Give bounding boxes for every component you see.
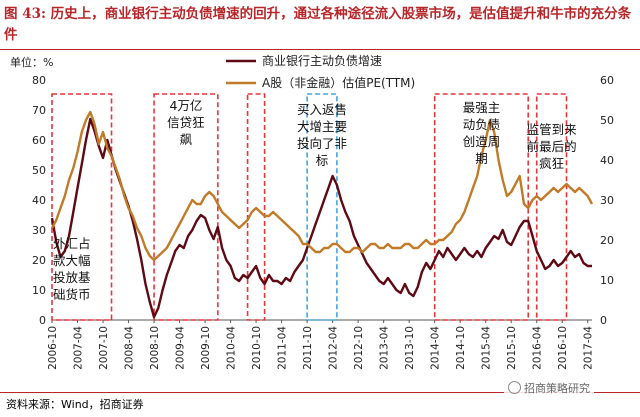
annotation-box [153,93,219,321]
annotation-label-line: 大增主要 [297,119,347,134]
annotation-label-line: 4万亿 [169,98,202,113]
unit-label: 单位：% [10,55,53,69]
x-tick-label: 2016-04 [532,326,544,370]
annotation-label-line: 疯狂 [539,156,564,171]
y-left-tick-label: 50 [32,164,46,177]
annotation-label-line: 飙 [180,132,193,147]
annotation-label-line: 最强主 [463,100,501,115]
x-tick-label: 2006-10 [47,326,59,370]
legend: 商业银行主动负债增速 A股（非金融）估值PE(TTM) [226,53,415,90]
annotation-label-line: 投向了非 [297,136,347,151]
series-line [50,110,594,262]
x-tick-label: 2013-10 [404,326,416,370]
y-left-tick-label: 20 [32,254,46,267]
annotation-label-line: 期 [475,151,488,166]
y-right-tick-label: 10 [600,274,614,287]
y-left-tick-label: 80 [32,74,46,87]
x-tick-label: 2012-10 [353,326,365,370]
title-divider [0,49,640,50]
annotation-label-line: 创造周 [463,134,501,149]
footer-divider [0,392,640,393]
annotation-label-line: 外汇占 [53,236,91,251]
series-layer [50,110,594,319]
annotation-label: 4万亿信贷狂飙 [167,98,205,147]
x-tick-label: 2007-10 [98,326,110,370]
source-note: 资料来源：Wind，招商证券 [6,398,144,411]
y-left-tick-label: 0 [39,314,46,327]
y-left-tick-label: 30 [32,224,46,237]
annotation-boxes-layer [51,93,568,321]
y-left-tick-label: 60 [32,134,46,147]
y-left-tick-label: 70 [32,104,46,117]
y-right-tick-label: 20 [600,234,614,247]
legend-label: A股（非金融）估值PE(TTM) [262,75,415,90]
y-right-tick-label: 40 [600,154,614,167]
annotation-label-line: 监管到来 [527,122,578,137]
annotation-labels-layer: 外汇占款大幅投放基础货币 4万亿信贷狂飙 买入返售大增主要投向了非标 最强主动负债创造… [53,98,577,302]
x-tick-label: 2017-04 [583,326,595,370]
x-tick-label: 2016-10 [557,326,569,370]
dual-axis-line-chart: 0 10 20 30 40 50 60 70 80 0 10 20 30 40 50 60 2006-10 200… [10,53,614,370]
x-tick-label: 2007-04 [73,326,85,370]
annotation-label-line: 标 [316,153,329,168]
annotation-label-line: 础货币 [53,287,91,302]
legend-label: 商业银行主动负债增速 [262,53,382,68]
y-right-tick-label: 50 [600,114,614,127]
y-right-tick-label: 0 [600,314,607,327]
x-tick-label: 2015-04 [481,326,493,370]
x-tick-label: 2008-04 [124,326,136,370]
watermark-text: 招商策略研究 [524,382,590,395]
x-tick-label: 2009-04 [175,326,187,370]
axes-layer: 0 10 20 30 40 50 60 70 80 0 10 20 30 40 50 60 2006-10 200… [10,55,614,370]
y-right-tick-label: 60 [600,74,614,87]
annotation-label: 监管到来前最后的疯狂 [527,122,578,171]
annotation-label-line: 前最后的 [527,139,577,154]
annotation-box [51,93,113,321]
x-tick-label: 2014-10 [455,326,467,370]
x-tick-label: 2012-04 [328,326,340,370]
y-left-tick-label: 40 [32,194,46,207]
watermark: 招商策略研究 [504,380,594,396]
x-tick-label: 2011-04 [277,326,289,370]
annotation-label: 最强主动负债创造周期 [463,100,501,166]
annotation-label-line: 信贷狂 [167,115,205,130]
x-tick-label: 2010-04 [226,326,238,370]
annotation-label-line: 动负债 [463,117,501,132]
series-line [50,117,592,319]
annotation-label: 外汇占款大幅投放基础货币 [53,236,91,302]
x-tick-label: 2015-10 [506,326,518,370]
annotation-box [246,93,266,321]
x-tick-label: 2014-04 [430,326,442,370]
chart-title: 图 43: 历史上，商业银行主动负债增速的回升，通过各种途径流入股票市场，是估值… [4,6,632,43]
wechat-icon [508,381,521,394]
annotation-label-line: 投放基 [53,270,91,285]
y-right-tick-label: 30 [600,194,614,207]
x-tick-label: 2011-10 [302,326,314,370]
x-tick-label: 2010-10 [251,326,263,370]
y-left-tick-label: 10 [32,284,46,297]
annotation-label-line: 买入返售 [297,102,347,117]
x-tick-label: 2009-10 [200,326,212,370]
x-tick-label: 2013-04 [379,326,391,370]
annotation-label: 买入返售大增主要投向了非标 [297,102,347,168]
x-tick-label: 2008-10 [149,326,161,370]
annotation-label-line: 款大幅 [53,253,91,268]
